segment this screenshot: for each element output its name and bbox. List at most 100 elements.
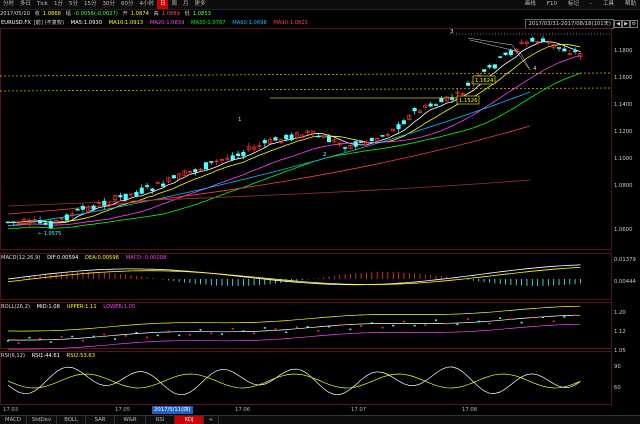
- draw-line-button[interactable]: 画线: [524, 1, 536, 7]
- period-tab[interactable]: 周: [171, 1, 177, 7]
- candle-body: [578, 52, 583, 58]
- tab-rsi[interactable]: RSI: [146, 416, 175, 424]
- candle-body: [401, 120, 406, 125]
- boll-name: BOLL(26,2): [1, 304, 30, 310]
- candle-body: [439, 97, 444, 103]
- candle-body: [380, 135, 385, 137]
- boll-candle: [499, 317, 502, 319]
- x-axis: 17.03 17.05 2017/5/11(四) 17.06 17.07 17.…: [0, 406, 612, 414]
- candle-body: [166, 177, 171, 182]
- candle-body: [91, 205, 96, 210]
- candle-body: [278, 138, 283, 143]
- y-axis-label: 0.01379: [614, 257, 636, 263]
- help-button[interactable]: 帮助: [624, 1, 636, 7]
- candle-body: [519, 41, 524, 45]
- settings-icon[interactable]: ⚙: [630, 20, 638, 28]
- y-axis-label: 1.05: [614, 348, 626, 354]
- candle-body: [337, 142, 342, 146]
- boll-lower-line: [8, 323, 581, 350]
- boll-candle: [456, 323, 459, 326]
- candle-body: [460, 93, 465, 95]
- f10-button[interactable]: F10: [546, 1, 557, 7]
- candle-body: [546, 41, 551, 44]
- candle-body: [150, 188, 155, 191]
- wave-point-label: 3: [450, 29, 454, 35]
- candle-body: [246, 146, 251, 150]
- open-label: 开: [122, 11, 128, 17]
- period-more[interactable]: 更多: [194, 1, 206, 7]
- period-tab[interactable]: 4小时: [139, 1, 154, 7]
- candle-body: [70, 213, 75, 216]
- candle-body: [43, 222, 48, 225]
- candle-body: [455, 91, 460, 94]
- period-tab[interactable]: 15分: [83, 1, 97, 7]
- candle-body: [428, 103, 433, 107]
- boll-candle: [317, 330, 320, 332]
- boll-candle: [381, 326, 384, 329]
- price-box-1-frame: [472, 75, 496, 85]
- period-tab-daily[interactable]: 日: [156, 0, 169, 9]
- candle-body: [134, 191, 139, 196]
- change-label: 幅: [65, 11, 71, 17]
- ma90-line: [7, 125, 531, 215]
- mark-button[interactable]: 标记: [567, 1, 579, 7]
- ma30-line: [7, 72, 581, 229]
- boll-candle: [370, 322, 373, 324]
- candle-body: [562, 48, 567, 52]
- candle-body: [102, 200, 107, 206]
- candle-body: [407, 114, 412, 120]
- add-tab-button[interactable]: +: [204, 416, 219, 424]
- tab-boll[interactable]: BOLL: [57, 416, 86, 424]
- rsi1-line: [7, 366, 581, 396]
- high-label: 高: [153, 11, 159, 17]
- boll-candle: [124, 335, 127, 337]
- candle-body: [241, 152, 246, 157]
- tab-sar[interactable]: SAR: [86, 416, 115, 424]
- tab-macd[interactable]: MACD: [0, 416, 27, 424]
- period-tab[interactable]: 5分: [68, 1, 78, 7]
- boll-candle: [488, 322, 491, 325]
- boll-candle: [531, 316, 534, 319]
- price-box-2-frame: [456, 95, 480, 105]
- bar-date: 2017/05/10: [0, 11, 30, 17]
- boll-candle: [103, 333, 106, 336]
- right-arrow-icon[interactable]: ▶: [622, 20, 630, 28]
- candle-body: [86, 206, 91, 213]
- boll-candle: [360, 325, 363, 327]
- boll-pane-frame: [0, 302, 612, 349]
- y-axis-label: 1.20: [614, 310, 626, 316]
- tab-wr[interactable]: W&R: [115, 416, 146, 424]
- period-tab[interactable]: 1分: [53, 1, 63, 7]
- candle-body: [326, 136, 332, 143]
- macd-dea: DEA:0.00598: [85, 255, 119, 261]
- boll-candle: [135, 332, 138, 334]
- boll-candle: [71, 335, 74, 338]
- separator: -: [589, 1, 592, 7]
- candle-body: [209, 161, 214, 163]
- tools-button[interactable]: 工具: [602, 1, 614, 7]
- candle-body: [48, 221, 53, 229]
- boll-candle: [199, 329, 202, 331]
- y-axis-label: 1.1800: [614, 48, 633, 54]
- period-tab[interactable]: 分时: [3, 1, 15, 7]
- ma20-line: [7, 55, 581, 226]
- candle-body: [187, 170, 192, 173]
- period-tab[interactable]: 多日: [20, 1, 32, 7]
- candle-body: [161, 183, 166, 187]
- boll-candle: [295, 326, 298, 328]
- candle-body: [182, 170, 187, 176]
- period-tab[interactable]: 30分: [102, 1, 115, 7]
- boll-candle: [435, 319, 437, 321]
- candle-body: [508, 50, 513, 55]
- open-value: 1.0874: [130, 11, 149, 17]
- tab-stddev[interactable]: StdDev: [27, 416, 57, 424]
- period-tab[interactable]: Tick: [37, 1, 48, 7]
- left-arrow-icon[interactable]: ◀: [614, 20, 622, 28]
- tab-kdj[interactable]: KDJ: [175, 416, 204, 424]
- boll-candle: [306, 326, 309, 328]
- boll-candle: [413, 324, 416, 327]
- period-tab[interactable]: 60分: [120, 1, 134, 7]
- period-tab[interactable]: 月: [183, 1, 189, 7]
- toolbar-right-menu: 画线 F10 标记 - 工具 帮助: [514, 0, 636, 9]
